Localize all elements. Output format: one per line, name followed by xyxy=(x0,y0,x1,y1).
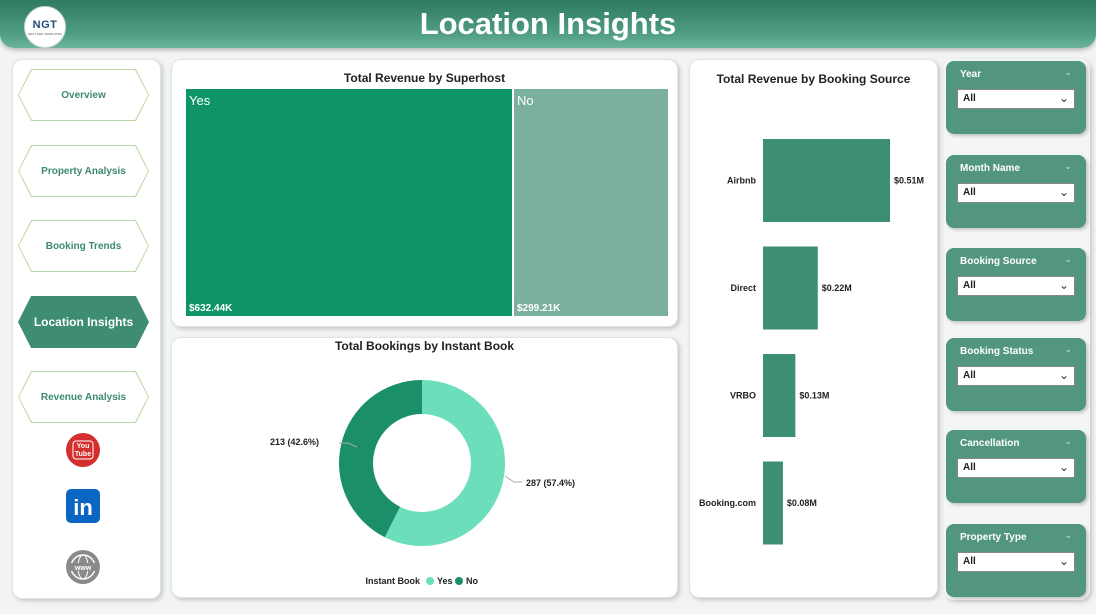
legend-yes-swatch xyxy=(426,577,434,585)
nav-item-label: Overview xyxy=(19,70,148,120)
bar-category-label: Booking.com xyxy=(699,498,756,508)
slicer-year: Year ⌄ All ⌄ xyxy=(946,61,1086,134)
booking-status-dropdown[interactable]: All ⌄ xyxy=(957,366,1075,386)
chevron-down-icon[interactable]: ⌄ xyxy=(1064,344,1072,354)
booking-source-bar-chart[interactable]: Airbnb $0.51M Direct $0.22M VRBO $0.13M Bookin… xyxy=(690,60,937,597)
bar-direct xyxy=(763,246,818,330)
dropdown-value: All xyxy=(963,370,976,381)
company-logo[interactable]: NGT NEXT GEN TEMPLATES xyxy=(24,6,66,48)
bar-category-label: Direct xyxy=(730,283,756,293)
slicer-title: Year xyxy=(960,69,982,80)
slicer-title: Property Type xyxy=(960,532,1027,543)
treemap-value-no: $299.21K xyxy=(517,303,561,314)
chevron-down-icon[interactable]: ⌄ xyxy=(1064,161,1072,171)
slicer-cancellation: Cancellation ⌄ All ⌄ xyxy=(946,430,1086,503)
nav-overview-button[interactable]: Overview xyxy=(18,69,149,121)
slicer-booking-status: Booking Status ⌄ All ⌄ xyxy=(946,338,1086,411)
dropdown-value: All xyxy=(963,187,976,198)
bar-value-label: $0.51M xyxy=(894,176,924,186)
nav-booking-trends-button[interactable]: Booking Trends xyxy=(18,220,149,272)
chevron-down-icon[interactable]: ⌄ xyxy=(1064,67,1072,77)
linkedin-icon[interactable]: in xyxy=(65,488,101,524)
dropdown-arrow-icon: ⌄ xyxy=(1058,368,1069,382)
booking-source-dropdown[interactable]: All ⌄ xyxy=(957,276,1075,296)
nav-location-insights-button[interactable]: Location Insights xyxy=(18,296,149,348)
slicer-property-type: Property Type ⌄ All ⌄ xyxy=(946,524,1086,597)
logo-text: NGT xyxy=(32,18,58,31)
slicer-title: Booking Status xyxy=(960,346,1034,357)
youtube-text-top: You xyxy=(77,443,90,450)
legend-no-label: No xyxy=(466,576,478,586)
donut-label-yes: 287 (57.4%) xyxy=(526,478,575,488)
chevron-down-icon[interactable]: ⌄ xyxy=(1064,436,1072,446)
slicer-month-name: Month Name ⌄ All ⌄ xyxy=(946,155,1086,228)
slicer-booking-source: Booking Source ⌄ All ⌄ xyxy=(946,248,1086,321)
filters-panel xyxy=(944,59,1090,600)
slicer-title: Cancellation xyxy=(960,438,1020,449)
nav-item-label: Revenue Analysis xyxy=(19,372,148,422)
instant-book-chart-panel: Total Bookings by Instant Book 213 (42.6… xyxy=(171,337,678,598)
youtube-text-bottom: Tube xyxy=(75,451,91,458)
dropdown-value: All xyxy=(963,280,976,291)
dropdown-arrow-icon: ⌄ xyxy=(1058,460,1069,474)
nav-item-label: Location Insights xyxy=(19,297,148,347)
nav-revenue-analysis-button[interactable]: Revenue Analysis xyxy=(18,371,149,423)
legend-yes-label: Yes xyxy=(437,576,453,586)
dropdown-arrow-icon: ⌄ xyxy=(1058,91,1069,105)
bar-booking-com xyxy=(763,461,783,545)
leader-line-yes xyxy=(504,475,522,483)
donut-label-no: 213 (42.6%) xyxy=(270,437,319,447)
linkedin-text: in xyxy=(73,495,93,520)
dropdown-arrow-icon: ⌄ xyxy=(1058,185,1069,199)
youtube-icon[interactable]: You Tube xyxy=(65,432,101,468)
booking-source-chart-title: Total Revenue by Booking Source xyxy=(716,72,911,86)
nav-item-label: Property Analysis xyxy=(19,146,148,196)
nav-item-label: Booking Trends xyxy=(19,221,148,271)
donut-slice-yes xyxy=(384,380,506,546)
superhost-chart-title: Total Revenue by Superhost xyxy=(343,71,506,85)
booking-source-chart-panel: Total Revenue by Booking Source Airbnb $0… xyxy=(689,59,938,598)
treemap-tile-no[interactable]: No $299.21K xyxy=(514,89,668,316)
instant-book-chart-title: Total Bookings by Instant Book xyxy=(334,339,515,353)
dropdown-arrow-icon: ⌄ xyxy=(1058,278,1069,292)
chevron-down-icon[interactable]: ⌄ xyxy=(1064,254,1072,264)
treemap-label-yes: Yes xyxy=(189,93,211,108)
instant-book-donut[interactable]: 213 (42.6%) 287 (57.4%) Instant Book Yes… xyxy=(172,338,677,597)
chevron-down-icon[interactable]: ⌄ xyxy=(1064,530,1072,540)
navigation-panel: Overview Property Analysis Booking Trend… xyxy=(12,59,161,599)
bar-value-label: $0.22M xyxy=(822,283,852,293)
cancellation-dropdown[interactable]: All ⌄ xyxy=(957,458,1075,478)
treemap-tile-yes[interactable]: Yes $632.44K xyxy=(186,89,512,316)
bar-category-label: Airbnb xyxy=(727,176,756,186)
slicer-title: Month Name xyxy=(960,163,1020,174)
bar-vrbo xyxy=(763,354,796,437)
bar-category-label: VRBO xyxy=(730,391,756,401)
dropdown-value: All xyxy=(963,556,976,567)
logo-subtext: NEXT GEN TEMPLATES xyxy=(28,31,62,36)
bar-value-label: $0.13M xyxy=(799,391,829,401)
dropdown-arrow-icon: ⌄ xyxy=(1058,554,1069,568)
nav-property-analysis-button[interactable]: Property Analysis xyxy=(18,145,149,197)
treemap-value-yes: $632.44K xyxy=(189,303,233,314)
website-icon[interactable]: www xyxy=(65,549,101,585)
page-title: Location Insights xyxy=(419,6,677,41)
leader-line-no xyxy=(339,442,358,448)
dropdown-value: All xyxy=(963,93,976,104)
property-type-dropdown[interactable]: All ⌄ xyxy=(957,552,1075,572)
website-text: www xyxy=(74,565,92,572)
treemap-label-no: No xyxy=(517,93,534,108)
bar-value-label: $0.08M xyxy=(787,498,817,508)
bar-airbnb xyxy=(763,139,890,222)
year-dropdown[interactable]: All ⌄ xyxy=(957,89,1075,109)
month-name-dropdown[interactable]: All ⌄ xyxy=(957,183,1075,203)
donut-slice-no xyxy=(339,380,422,538)
legend-no-swatch xyxy=(455,577,463,585)
legend-title: Instant Book xyxy=(365,576,420,586)
dropdown-value: All xyxy=(963,462,976,473)
slicer-title: Booking Source xyxy=(960,256,1037,267)
header-bar: NGT NEXT GEN TEMPLATES Location Insights xyxy=(0,0,1096,48)
